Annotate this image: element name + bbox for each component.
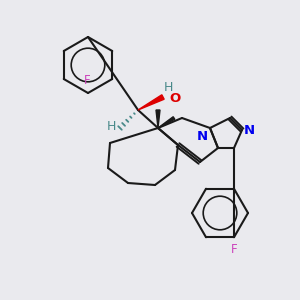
Polygon shape (158, 117, 175, 128)
Text: N: N (197, 130, 208, 143)
Text: H: H (106, 121, 116, 134)
Polygon shape (138, 95, 164, 110)
Text: O: O (169, 92, 180, 104)
Text: F: F (84, 74, 90, 87)
Polygon shape (156, 110, 160, 128)
Text: N: N (244, 124, 255, 136)
Text: H: H (164, 81, 173, 94)
Text: F: F (231, 243, 237, 256)
